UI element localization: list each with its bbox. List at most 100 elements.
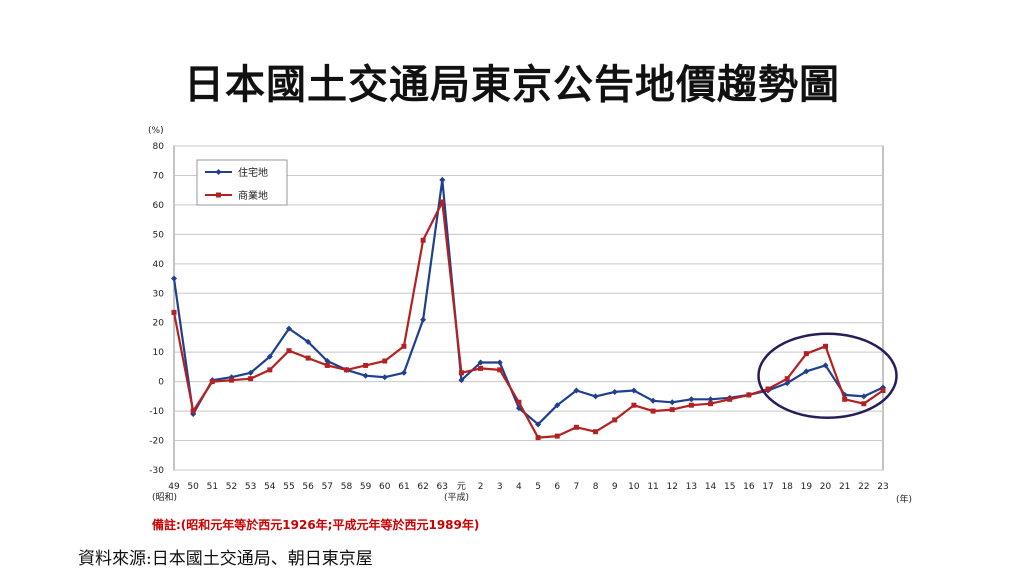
data-point-commercial: [765, 386, 771, 392]
source-credit: 資料來源:日本國土交通局、朝日東京屋: [78, 549, 373, 569]
x-tick-label: 2: [478, 482, 484, 492]
x-tick-label: 10: [628, 482, 640, 492]
data-point-commercial: [688, 402, 694, 408]
x-tick-label: 58: [341, 482, 353, 492]
data-point-residential: [707, 396, 714, 403]
data-point-residential: [573, 387, 580, 394]
data-point-commercial: [861, 401, 867, 407]
data-point-residential: [650, 397, 657, 404]
data-point-commercial: [631, 402, 637, 408]
data-point-commercial: [746, 392, 752, 398]
legend-box: [196, 159, 288, 206]
y-tick-label: 20: [153, 319, 165, 329]
data-point-commercial: [458, 370, 464, 376]
data-point-commercial: [535, 435, 541, 441]
x-tick-label: 49: [168, 482, 180, 492]
y-tick-label: 70: [153, 171, 165, 181]
x-tick-label: 62: [417, 482, 428, 492]
data-point-commercial: [363, 362, 369, 368]
y-tick-label: 10: [153, 348, 165, 358]
y-tick-label: 30: [153, 289, 165, 299]
x-tick-label: 元: [457, 482, 466, 492]
data-point-commercial: [650, 408, 656, 414]
x-tick-label: 14: [705, 482, 717, 492]
x-tick-label: 60: [379, 482, 391, 492]
data-point-residential: [477, 359, 484, 366]
x-tick-label: 15: [724, 482, 735, 492]
data-point-commercial: [267, 367, 273, 373]
x-axis-unit: (年): [896, 493, 912, 505]
legend-marker: [215, 169, 222, 175]
data-point-commercial: [516, 399, 522, 405]
x-tick-label: 7: [574, 482, 580, 492]
data-point-commercial: [209, 379, 215, 385]
legend-label: 住宅地: [238, 166, 268, 179]
x-tick-label: 3: [497, 482, 503, 492]
data-point-commercial: [823, 343, 829, 349]
data-point-residential: [496, 359, 503, 366]
y-tick-label: -30: [149, 466, 164, 476]
data-point-residential: [611, 388, 618, 395]
data-point-commercial: [190, 408, 196, 414]
data-point-commercial: [401, 343, 407, 349]
legend-label: 商業地: [238, 189, 268, 202]
data-point-residential: [535, 421, 542, 428]
data-point-commercial: [842, 396, 848, 402]
x-tick-label: 5: [535, 482, 541, 492]
x-tick-label: 57: [322, 482, 333, 492]
data-point-commercial: [478, 365, 484, 371]
x-tick-label: 13: [686, 482, 697, 492]
x-tick-label: 63: [437, 482, 448, 492]
era-label-showa: (昭和): [152, 492, 177, 503]
data-point-residential: [458, 377, 465, 384]
x-tick-label: 56: [302, 482, 314, 492]
x-tick-label: 6: [554, 482, 560, 492]
data-point-residential: [362, 372, 369, 379]
x-tick-label: 51: [207, 482, 218, 492]
data-point-residential: [688, 396, 695, 403]
data-point-residential: [171, 275, 177, 282]
data-point-residential: [247, 369, 254, 376]
data-point-residential: [592, 393, 599, 400]
data-point-commercial: [420, 237, 426, 243]
data-point-commercial: [228, 377, 234, 383]
data-point-residential: [669, 399, 676, 406]
x-tick-label: 4: [516, 482, 522, 492]
data-point-commercial: [324, 362, 330, 368]
data-point-commercial: [784, 376, 790, 382]
x-tick-label: 11: [647, 482, 658, 492]
y-tick-label: 80: [153, 142, 165, 152]
data-point-commercial: [573, 424, 579, 430]
data-point-commercial: [554, 433, 560, 439]
x-tick-label: 8: [593, 482, 599, 492]
x-tick-label: 54: [264, 482, 276, 492]
legend-marker: [216, 192, 221, 198]
data-point-commercial: [171, 309, 177, 315]
x-tick-label: 21: [839, 482, 850, 492]
x-tick-label: 52: [226, 482, 237, 492]
data-point-residential: [420, 316, 427, 323]
y-tick-label: 40: [153, 260, 165, 270]
data-point-residential: [266, 353, 273, 360]
data-point-commercial: [669, 407, 675, 413]
data-point-commercial: [382, 358, 388, 364]
x-tick-label: 16: [743, 482, 755, 492]
x-tick-label: 18: [781, 482, 793, 492]
data-point-commercial: [343, 367, 349, 373]
data-point-commercial: [248, 376, 254, 382]
data-point-commercial: [439, 199, 445, 205]
data-point-commercial: [880, 387, 886, 393]
footnote: 備註:(昭和元年等於西元1926年;平成元年等於西元1989年): [152, 518, 480, 532]
x-tick-label: 19: [801, 482, 813, 492]
y-axis-unit: (%): [148, 126, 164, 136]
data-point-commercial: [305, 355, 311, 361]
highlight-ellipse: [757, 332, 898, 419]
data-point-commercial: [497, 367, 503, 373]
data-point-residential: [324, 358, 331, 365]
data-point-residential: [285, 325, 292, 332]
data-point-commercial: [593, 429, 599, 435]
x-tick-label: 53: [245, 482, 256, 492]
data-point-residential: [400, 369, 407, 376]
x-tick-label: 17: [762, 482, 773, 492]
